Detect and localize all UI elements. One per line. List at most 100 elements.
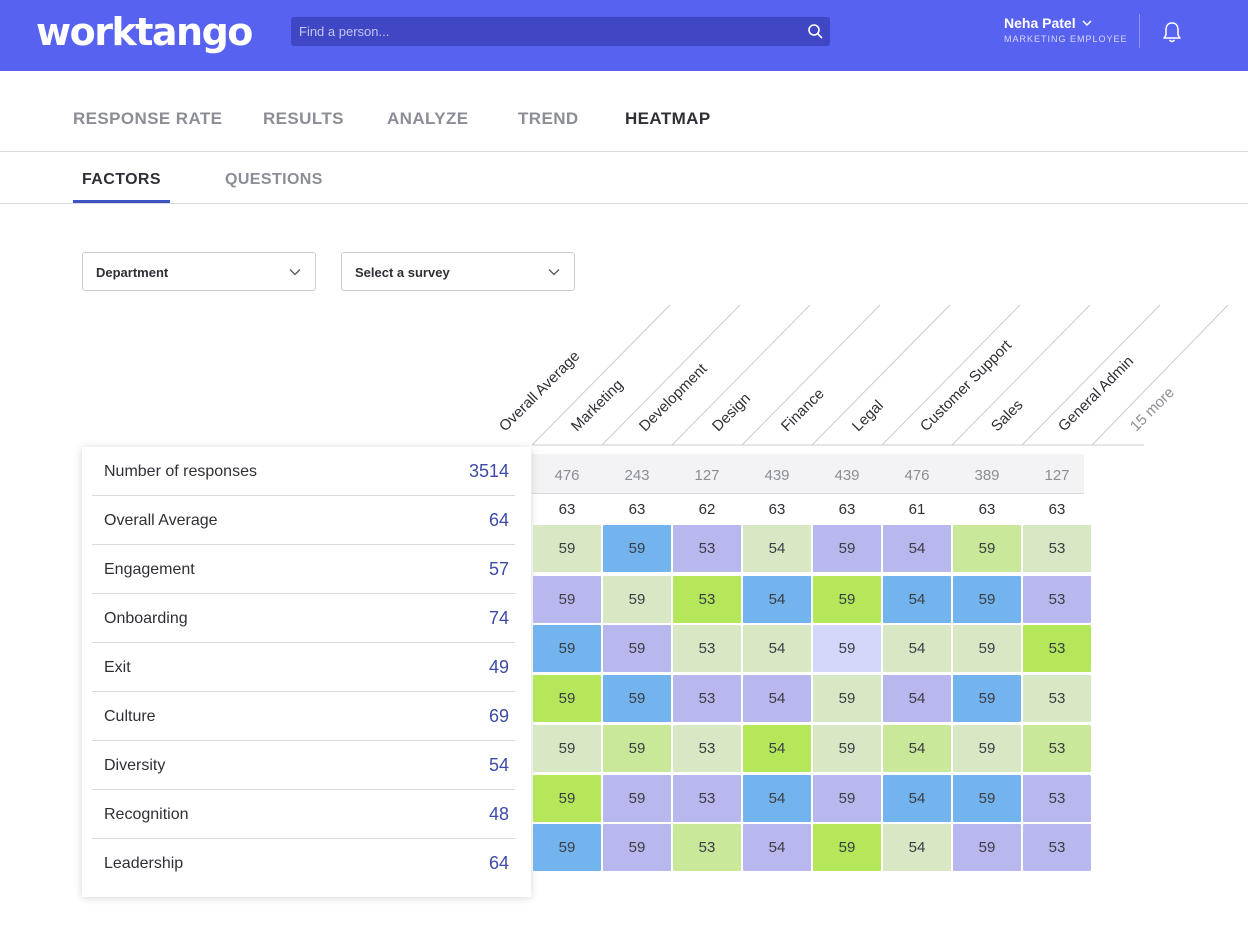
heatmap-cell[interactable]: 53: [673, 824, 741, 871]
tab-trend[interactable]: TREND: [518, 109, 579, 128]
column-header-dividers: [531, 304, 1229, 446]
department-dropdown[interactable]: Department: [82, 252, 316, 291]
row-label: Exit: [104, 659, 131, 676]
heatmap-cell[interactable]: 53: [1023, 576, 1091, 623]
tab-response-rate[interactable]: RESPONSE RATE: [73, 109, 223, 128]
heatmap-cell[interactable]: 59: [813, 824, 881, 871]
table-row[interactable]: Recognition 48: [92, 790, 515, 839]
tab-analyze[interactable]: ANALYZE: [387, 109, 469, 128]
heatmap-cell[interactable]: 59: [813, 625, 881, 672]
average-value: 63: [768, 501, 786, 518]
heatmap-cell[interactable]: 53: [673, 725, 741, 772]
worktango-logo[interactable]: worktango: [36, 10, 253, 54]
chevron-down-icon: [289, 269, 301, 276]
heatmap-cell[interactable]: 59: [603, 775, 671, 822]
heatmap-cell[interactable]: 59: [953, 625, 1021, 672]
heatmap-cell[interactable]: 59: [813, 576, 881, 623]
heatmap-cell[interactable]: 54: [883, 725, 951, 772]
response-count: 476: [904, 467, 930, 484]
heatmap-cell[interactable]: 53: [1023, 775, 1091, 822]
heatmap-cell[interactable]: 59: [533, 725, 601, 772]
row-label: Engagement: [104, 561, 195, 578]
table-row[interactable]: Leadership 64: [92, 839, 515, 888]
heatmap-cell[interactable]: 53: [673, 525, 741, 572]
heatmap-cell[interactable]: 53: [1023, 525, 1091, 572]
heatmap-cell[interactable]: 53: [673, 675, 741, 722]
heatmap-cell[interactable]: 54: [743, 775, 811, 822]
heatmap-cell[interactable]: 53: [673, 775, 741, 822]
tab-questions[interactable]: QUESTIONS: [225, 171, 323, 188]
heatmap-cell[interactable]: 59: [533, 525, 601, 572]
heatmap-cell[interactable]: 59: [533, 824, 601, 871]
heatmap-cell[interactable]: 54: [883, 625, 951, 672]
heatmap-cell[interactable]: 59: [813, 725, 881, 772]
heatmap-cell[interactable]: 59: [603, 525, 671, 572]
search-input[interactable]: [291, 17, 791, 46]
heatmap-cell[interactable]: 53: [673, 625, 741, 672]
row-value: 64: [488, 853, 509, 873]
heatmap-cell[interactable]: 59: [603, 675, 671, 722]
heatmap-cell[interactable]: 59: [953, 576, 1021, 623]
top-bar: worktango Neha Patel MARKETING EMPLOYEE: [0, 0, 1248, 71]
heatmap-cell[interactable]: 59: [813, 675, 881, 722]
heatmap-cell[interactable]: 59: [603, 725, 671, 772]
row-label: Leadership: [104, 855, 184, 872]
heatmap-cell[interactable]: 59: [533, 775, 601, 822]
row-label: Recognition: [104, 806, 189, 823]
table-row[interactable]: Overall Average 64: [92, 496, 515, 545]
tab-factors[interactable]: FACTORS: [82, 171, 161, 188]
heatmap-cell[interactable]: 59: [533, 576, 601, 623]
average-value: 63: [628, 501, 646, 518]
active-tab-indicator: [73, 200, 170, 203]
heatmap-cell[interactable]: 59: [953, 824, 1021, 871]
heatmap-cell[interactable]: 53: [1023, 725, 1091, 772]
heatmap-cell[interactable]: 53: [1023, 625, 1091, 672]
heatmap-cell[interactable]: 53: [673, 576, 741, 623]
heatmap-cell[interactable]: 59: [603, 824, 671, 871]
heatmap-cell[interactable]: 59: [953, 725, 1021, 772]
department-dropdown-label: Department: [96, 265, 169, 280]
user-menu[interactable]: Neha Patel MARKETING EMPLOYEE: [1004, 15, 1128, 44]
response-count: 389: [974, 467, 1000, 484]
heatmap-cell[interactable]: 59: [953, 775, 1021, 822]
heatmap-cell[interactable]: 54: [743, 675, 811, 722]
row-value: 74: [488, 608, 509, 628]
heatmap-cell[interactable]: 54: [883, 824, 951, 871]
heatmap-cell[interactable]: 59: [813, 775, 881, 822]
heatmap-cell[interactable]: 54: [743, 824, 811, 871]
heatmap-cell[interactable]: 59: [533, 675, 601, 722]
heatmap-cell[interactable]: 59: [813, 525, 881, 572]
tab-heatmap[interactable]: HEATMAP: [625, 109, 711, 128]
heatmap-cell[interactable]: 54: [883, 775, 951, 822]
average-value: 63: [1048, 501, 1066, 518]
heatmap-cell[interactable]: 59: [603, 625, 671, 672]
heatmap-cell[interactable]: 54: [883, 576, 951, 623]
search-box[interactable]: [291, 17, 830, 46]
heatmap-cell[interactable]: 59: [953, 675, 1021, 722]
tab-results[interactable]: RESULTS: [263, 109, 344, 128]
chevron-down-icon: [548, 269, 560, 276]
heatmap-cell[interactable]: 54: [883, 675, 951, 722]
row-value: 49: [488, 657, 509, 677]
heatmap-cell[interactable]: 59: [953, 525, 1021, 572]
survey-dropdown[interactable]: Select a survey: [341, 252, 575, 291]
table-row[interactable]: Exit 49: [92, 643, 515, 692]
heatmap-cell[interactable]: 54: [743, 525, 811, 572]
heatmap-cell[interactable]: 54: [743, 576, 811, 623]
table-row[interactable]: Engagement 57: [92, 545, 515, 594]
search-icon[interactable]: [807, 23, 823, 39]
table-row[interactable]: Diversity 54: [92, 741, 515, 790]
row-value: 54: [488, 755, 509, 775]
average-value: 61: [908, 501, 926, 518]
table-row[interactable]: Culture 69: [92, 692, 515, 741]
table-row[interactable]: Onboarding 74: [92, 594, 515, 643]
heatmap-cell[interactable]: 59: [533, 625, 601, 672]
heatmap-cell[interactable]: 59: [603, 576, 671, 623]
bell-icon[interactable]: [1161, 20, 1183, 44]
heatmap-cell[interactable]: 54: [883, 525, 951, 572]
survey-dropdown-label: Select a survey: [355, 265, 450, 280]
heatmap-cell[interactable]: 54: [743, 725, 811, 772]
heatmap-cell[interactable]: 53: [1023, 824, 1091, 871]
heatmap-cell[interactable]: 53: [1023, 675, 1091, 722]
heatmap-cell[interactable]: 54: [743, 625, 811, 672]
